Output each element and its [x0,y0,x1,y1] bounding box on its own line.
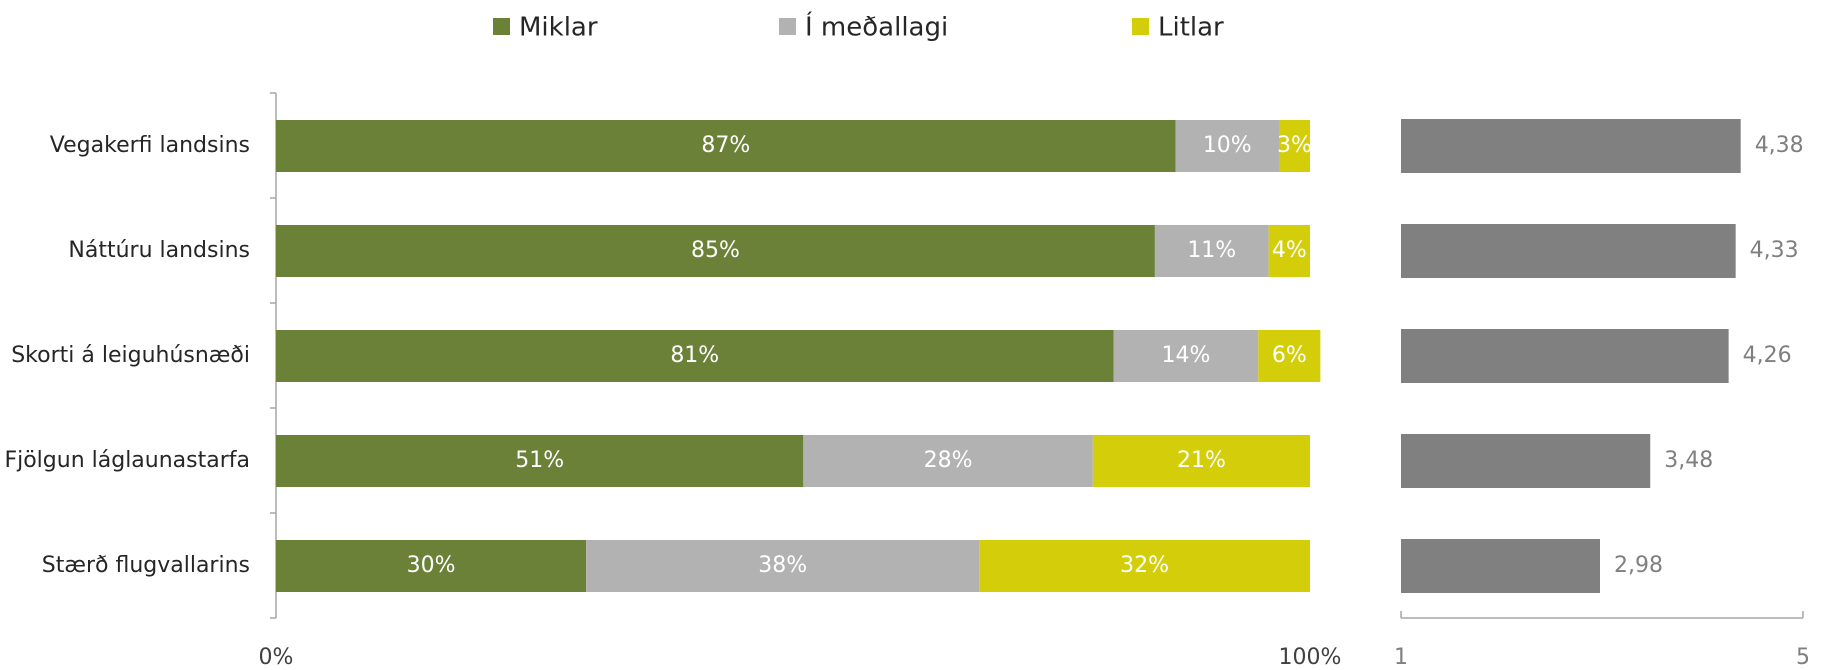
data-label: 51% [515,448,564,473]
data-label: 10% [1203,133,1252,158]
bar-segment [276,120,1176,172]
data-label: 4,26 [1743,343,1792,368]
y-tick-label: Náttúru landsins [68,238,250,263]
data-label: 30% [407,553,456,578]
x-tick-label: 5 [1796,645,1810,670]
bar [1401,434,1651,488]
data-label: 4,33 [1750,238,1799,263]
legend-swatch [779,18,796,35]
bar-segment [1154,225,1269,277]
bar [1401,224,1736,278]
bar-segment [1278,120,1310,172]
data-label: 32% [1120,553,1169,578]
data-label: 4,38 [1755,133,1804,158]
bar [1401,539,1600,593]
bar-segment [276,330,1114,382]
legend-swatch [493,18,510,35]
bar-segment [276,540,587,592]
x-tick-label: 1 [1394,645,1408,670]
legend-label: Miklar [519,13,598,43]
data-label: 87% [701,133,750,158]
bar [1401,329,1729,383]
legend-label: Í meðallagi [805,11,948,43]
bar-segment [276,435,804,487]
data-label: 21% [1177,448,1226,473]
data-label: 3,48 [1664,448,1713,473]
bar-segment [1175,120,1279,172]
bar-segment [1113,330,1259,382]
data-label: 4% [1272,238,1307,263]
bar-segment [586,540,980,592]
data-label: 81% [670,343,719,368]
bar-segment [979,540,1310,592]
y-tick-label: Stærð flugvallarins [42,553,250,578]
bar-segment [276,225,1155,277]
legend-swatch [1132,18,1149,35]
data-label: 3% [1277,133,1312,158]
data-label: 38% [758,553,807,578]
bar-segment [803,435,1093,487]
y-tick-label: Skorti á leiguhúsnæði [11,343,250,368]
data-label: 11% [1187,238,1236,263]
x-tick-label: 100% [1279,645,1342,670]
data-label: 14% [1161,343,1210,368]
legend-label: Litlar [1158,13,1224,43]
y-tick-label: Fjölgun láglaunastarfa [4,448,250,473]
data-label: 85% [691,238,740,263]
bar-segment [1258,330,1321,382]
bar-segment [1092,435,1310,487]
x-tick-label: 0% [259,645,294,670]
bar [1401,119,1741,173]
bar-segment [1268,225,1310,277]
data-label: 6% [1272,343,1307,368]
data-label: 2,98 [1614,553,1663,578]
data-label: 28% [924,448,973,473]
y-tick-label: Vegakerfi landsins [50,133,250,158]
